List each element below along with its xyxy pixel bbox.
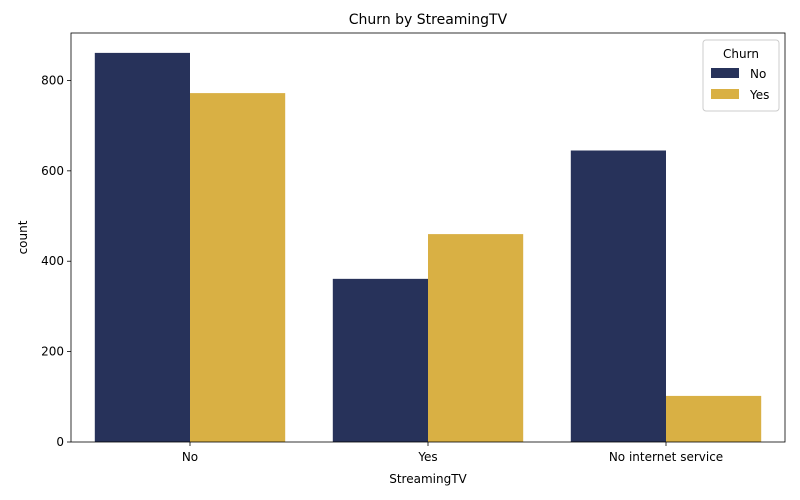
x-axis-label: StreamingTV xyxy=(389,472,467,486)
bar-yes-churn-no xyxy=(332,278,428,442)
bar-no-internet-service-churn-no xyxy=(570,150,666,443)
bar-no-churn-no xyxy=(94,52,190,443)
x-tick-label-no-internet-service: No internet service xyxy=(609,450,723,464)
y-tick-label: 600 xyxy=(41,164,64,178)
bars xyxy=(94,52,762,443)
x-tick-label-yes: Yes xyxy=(417,450,437,464)
legend-title: Churn xyxy=(723,47,759,61)
y-axis-ticks: 0 200 400 600 800 xyxy=(41,73,71,449)
x-tick-label-no: No xyxy=(182,450,198,464)
legend: Churn No Yes xyxy=(702,39,780,112)
legend-swatch-yes xyxy=(711,89,739,99)
y-axis-label: count xyxy=(16,220,30,254)
y-tick-label: 200 xyxy=(41,345,64,359)
bar-no-churn-yes xyxy=(190,93,286,443)
legend-swatch-no xyxy=(711,68,739,78)
plot-frame xyxy=(70,32,786,443)
legend-label-yes: Yes xyxy=(749,88,769,102)
chart-title: Churn by StreamingTV xyxy=(349,12,508,28)
bar-yes-churn-yes xyxy=(428,234,524,442)
y-tick-label: 800 xyxy=(41,73,64,87)
y-tick-label: 0 xyxy=(56,435,64,449)
legend-label-no: No xyxy=(750,67,766,81)
x-axis-ticks: No Yes No internet service xyxy=(182,442,723,464)
bar-no-internet-service-churn-yes xyxy=(666,395,762,442)
y-tick-label: 400 xyxy=(41,254,64,268)
